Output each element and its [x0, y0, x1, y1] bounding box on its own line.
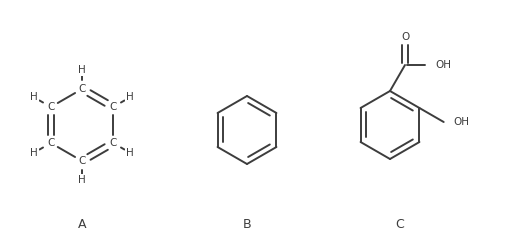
Text: OH: OH [435, 60, 451, 70]
Text: C: C [396, 218, 404, 232]
Text: O: O [401, 32, 409, 42]
Text: OH: OH [454, 117, 470, 127]
Text: C: C [110, 102, 117, 112]
Text: H: H [126, 148, 134, 157]
Text: C: C [78, 84, 86, 94]
Text: C: C [47, 102, 54, 112]
Text: H: H [126, 93, 134, 103]
Text: H: H [78, 175, 86, 185]
Text: B: B [243, 218, 251, 232]
Text: C: C [47, 138, 54, 148]
Text: H: H [31, 148, 38, 157]
Text: H: H [31, 93, 38, 103]
Text: A: A [78, 218, 86, 232]
Text: C: C [78, 156, 86, 166]
Text: C: C [110, 138, 117, 148]
Text: H: H [78, 65, 86, 75]
